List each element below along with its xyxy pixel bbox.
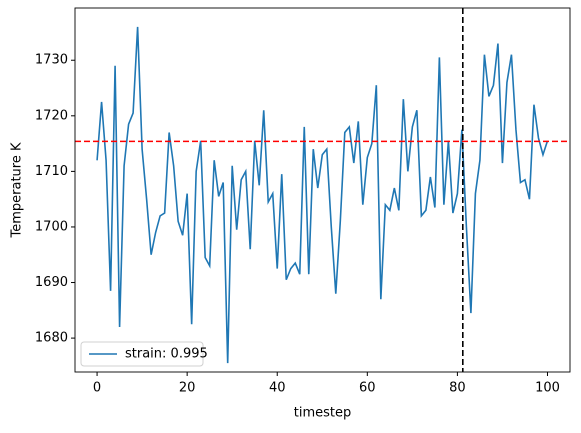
y-tick-label: 1730 (35, 53, 68, 68)
x-axis-label: timestep (294, 406, 352, 421)
x-tick-label: 100 (535, 381, 560, 396)
y-tick-label: 1720 (35, 108, 68, 123)
x-tick-label: 20 (179, 381, 196, 396)
legend-label: strain: 0.995 (125, 347, 208, 362)
y-axis-label: Temperature K (10, 142, 25, 238)
plot-frame (74, 7, 571, 373)
x-tick-label: 40 (269, 381, 286, 396)
y-tick-label: 1710 (35, 164, 68, 179)
x-tick-label: 80 (449, 381, 466, 396)
x-tick-label: 60 (359, 381, 376, 396)
y-tick-label: 1700 (35, 219, 68, 234)
line-series (96, 26, 549, 364)
y-tick-label: 1680 (35, 331, 68, 346)
legend-box (80, 341, 204, 367)
y-tick-label: 1690 (35, 275, 68, 290)
x-tick-label: 0 (93, 381, 101, 396)
